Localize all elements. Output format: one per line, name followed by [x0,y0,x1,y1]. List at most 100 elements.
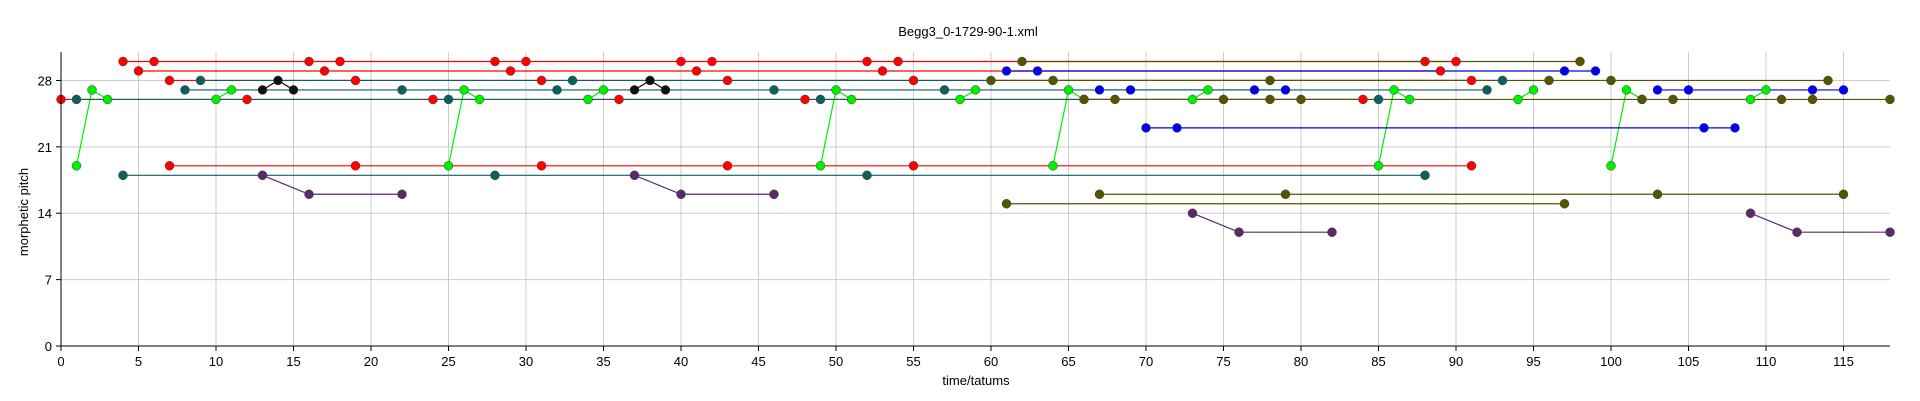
data-point [505,66,516,76]
data-point [986,75,996,86]
data-point [1544,75,1554,86]
data-point [1513,94,1523,105]
data-point [118,56,128,67]
data-point [1032,66,1043,76]
data-point [1606,161,1616,171]
data-point [211,94,221,105]
data-point [1420,56,1430,67]
data-point [1730,123,1740,133]
x-tick-label: 105 [1678,354,1700,369]
data-point [955,94,965,105]
data-point [815,94,826,105]
x-tick-label: 75 [1216,354,1230,369]
x-tick-label: 115 [1833,354,1854,369]
series-line [1750,212,1890,233]
data-point [552,85,562,95]
data-point [288,85,299,95]
data-point [1110,94,1120,105]
data-point [676,56,686,67]
data-point [536,75,547,86]
x-tick-label: 50 [829,354,843,369]
series-line [447,88,480,166]
data-point [1358,94,1368,105]
data-point [1792,227,1802,237]
series-line [634,174,774,195]
x-tick-label: 45 [751,354,765,369]
data-point [257,170,268,181]
data-point [1652,85,1663,95]
data-point [1745,94,1756,105]
data-point [970,85,981,95]
x-axis-label: time/tatums [942,373,1010,388]
data-point [443,161,454,171]
data-point [1420,170,1430,181]
data-point [1761,85,1771,95]
data-point [908,75,919,86]
data-point [1218,94,1229,105]
data-point [180,85,190,95]
data-point [800,94,810,105]
data-point [1497,75,1508,86]
data-point [877,66,888,76]
y-tick-label: 0 [45,339,52,354]
grid-lines [60,52,1890,347]
data-point [443,94,454,105]
x-tick-label: 70 [1139,354,1153,369]
data-point [474,94,485,105]
data-point [629,170,640,181]
data-point [583,94,593,105]
y-axis-label: morphetic pitch [16,168,31,256]
data-point [118,170,128,181]
data-point [1482,85,1492,95]
data-point [149,56,159,67]
data-point [1807,94,1818,105]
data-point [397,85,407,95]
data-point [335,56,345,67]
data-point [722,161,733,171]
x-tick-label: 85 [1371,354,1385,369]
data-point [273,75,283,86]
data-point [1280,85,1291,95]
data-point [1838,189,1849,200]
data-point [350,75,361,86]
data-point [1668,94,1678,105]
data-point [1575,56,1585,67]
x-tick-label: 35 [596,354,610,369]
data-point [1683,85,1694,95]
data-point [676,189,686,200]
data-point [1606,75,1616,86]
data-point [1885,94,1895,105]
data-point [1466,75,1477,86]
data-point [846,94,857,105]
data-point [1125,85,1136,95]
data-point [102,94,113,105]
data-series [56,56,1895,237]
data-point [1234,227,1244,237]
data-point [242,94,252,105]
data-point [893,56,903,67]
data-point [1327,227,1337,237]
x-tick-label: 10 [209,354,223,369]
data-point [195,75,206,86]
data-point [1187,94,1198,105]
data-point [645,75,655,86]
data-point [1838,85,1849,95]
data-point [1559,198,1570,209]
data-point [660,85,671,95]
data-point [1373,94,1384,105]
data-point [1063,85,1074,95]
x-tick-label: 0 [57,354,64,369]
data-point [1559,66,1570,76]
data-point [1265,75,1275,86]
data-point [1001,66,1012,76]
x-tick-label: 15 [286,354,300,369]
data-point [629,85,640,95]
data-point [1141,123,1151,133]
data-point [164,161,175,171]
series-line [1192,212,1332,233]
data-point [769,85,779,95]
chart-title: Begg3_0-1729-90-1.xml [898,24,1038,39]
data-point [815,161,826,171]
data-point [397,189,407,200]
